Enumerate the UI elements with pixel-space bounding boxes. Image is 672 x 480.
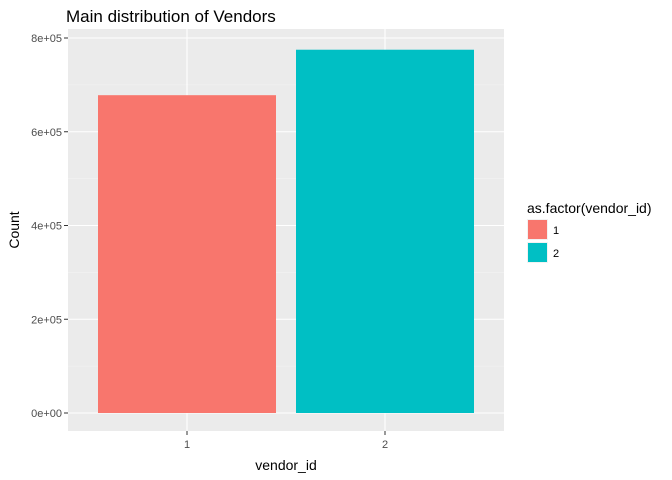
chart-title: Main distribution of Vendors bbox=[66, 7, 276, 26]
y-tick-label: 8e+05 bbox=[31, 33, 62, 45]
y-axis-title: Count bbox=[6, 211, 22, 248]
legend-title: as.factor(vendor_id) bbox=[527, 200, 652, 216]
y-tick-label: 6e+05 bbox=[31, 127, 62, 139]
legend: as.factor(vendor_id) 12 bbox=[527, 200, 652, 263]
legend-label-1: 1 bbox=[553, 225, 559, 237]
bars bbox=[98, 49, 474, 413]
x-tick-label: 1 bbox=[184, 439, 190, 451]
x-tick-label: 2 bbox=[382, 439, 388, 451]
x-axis-title: vendor_id bbox=[255, 457, 317, 473]
legend-entries: 12 bbox=[527, 219, 559, 263]
legend-swatch-1 bbox=[528, 220, 547, 239]
legend-swatch-2 bbox=[528, 243, 547, 262]
bar-2 bbox=[296, 49, 474, 413]
bar-1 bbox=[98, 95, 276, 413]
y-tick-label: 4e+05 bbox=[31, 221, 62, 233]
y-tick-label: 0e+00 bbox=[31, 408, 62, 420]
y-tick-label: 2e+05 bbox=[31, 314, 62, 326]
legend-label-2: 2 bbox=[553, 248, 559, 260]
y-axis: 0e+00 2e+05 4e+05 6e+05 8e+05 bbox=[31, 33, 68, 420]
